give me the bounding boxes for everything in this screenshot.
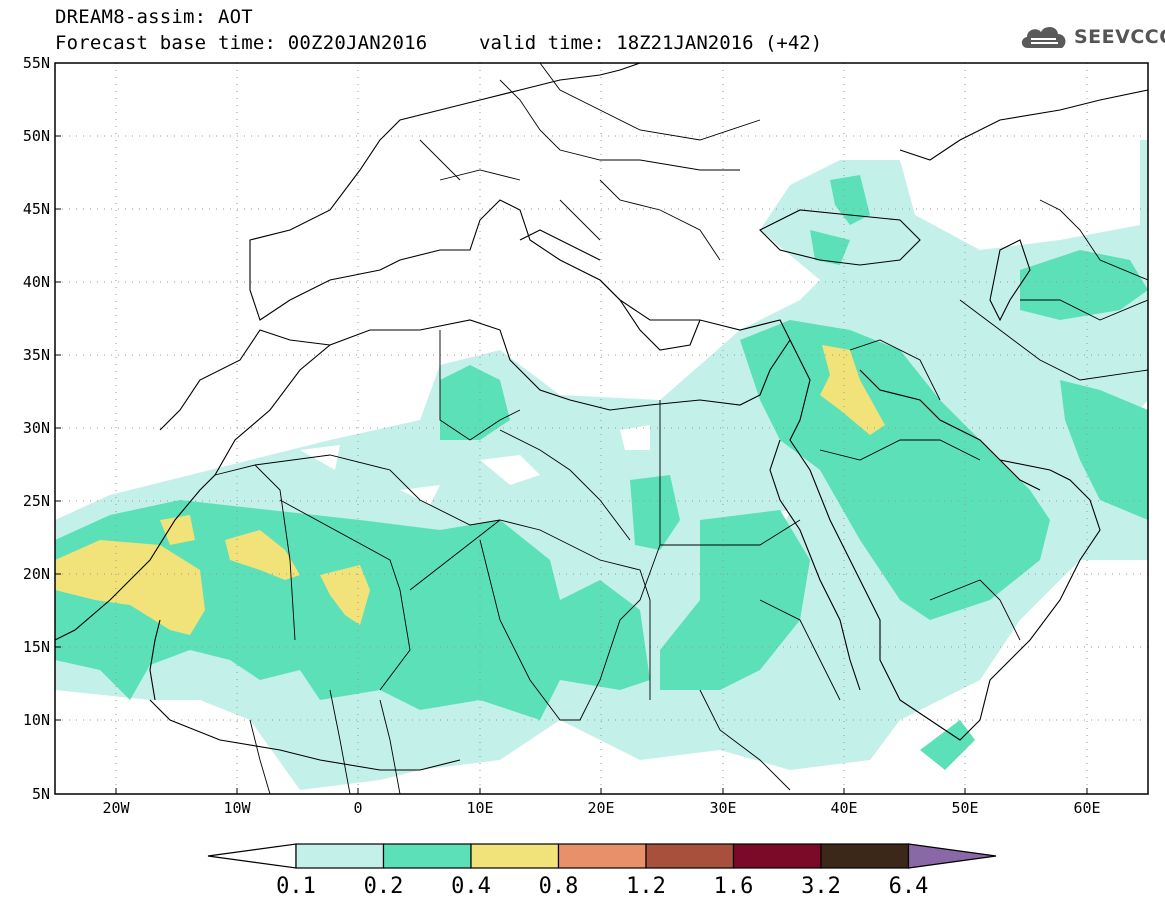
colorbar-label: 0.1 xyxy=(276,874,316,899)
colorbar-swatch xyxy=(295,843,385,869)
valid-time: valid time: 18Z21JAN2016 (+42) xyxy=(479,32,823,54)
lat-label: 45N xyxy=(23,200,50,218)
aot-band-0.2-east-africa xyxy=(920,720,975,770)
aot-band-0.2-caspian xyxy=(1020,250,1148,320)
longitude-labels: 20W 10W 0 10E 20E 30E 40E 50E 60E xyxy=(102,799,1100,817)
coastlines xyxy=(55,63,1148,771)
lon-label: 60E xyxy=(1073,799,1100,817)
colorbar-label: 6.4 xyxy=(889,874,929,899)
aot-band-0.2-tunisia xyxy=(440,365,510,440)
lat-label: 15N xyxy=(23,638,50,656)
lat-label: 25N xyxy=(23,492,50,510)
aot-band-0.2-black-sea-2 xyxy=(810,230,850,265)
colorbar-low-arrow xyxy=(207,843,297,869)
map-title: DREAM8-assim: AOT xyxy=(55,6,253,28)
colorbar-swatch xyxy=(382,843,472,869)
aot-band-0.2-libya xyxy=(630,475,680,550)
lat-label: 5N xyxy=(32,785,50,803)
lon-label: 0 xyxy=(353,799,362,817)
longitude-axis xyxy=(115,788,1088,794)
colorbar-swatch xyxy=(732,843,822,869)
lon-label: 30E xyxy=(709,799,736,817)
lon-label: 20E xyxy=(587,799,614,817)
lon-label: 50E xyxy=(951,799,978,817)
colorbar-label: 0.4 xyxy=(451,874,491,899)
aot-band-0.4-iraq xyxy=(820,345,885,435)
forecast-base-time: Forecast base time: 00Z20JAN2016 xyxy=(55,32,428,54)
latitude-axis xyxy=(55,62,61,795)
latitude-labels: 5N 10N 15N 20N 25N 30N 35N 40N 45N 50N 5… xyxy=(23,54,50,803)
lat-label: 50N xyxy=(23,127,50,145)
lat-label: 55N xyxy=(23,54,50,72)
lon-label: 10W xyxy=(223,799,251,817)
colorbar-label: 1.2 xyxy=(626,874,666,899)
colorbar-high-arrow xyxy=(907,843,997,869)
aot-field xyxy=(55,140,1148,790)
colorbar-label: 0.8 xyxy=(539,874,579,899)
country-borders xyxy=(214,63,1148,794)
lat-label: 40N xyxy=(23,273,50,291)
lon-label: 20W xyxy=(102,799,130,817)
lat-label: 20N xyxy=(23,565,50,583)
colorbar-swatch xyxy=(470,843,560,869)
aot-band-0.4-mauritania xyxy=(160,515,195,545)
aot-band-0.4-senegal xyxy=(55,540,205,635)
colorbar-label: 0.2 xyxy=(364,874,404,899)
colorbar-labels: 0.1 0.2 0.4 0.8 1.2 1.6 3.2 6.4 xyxy=(276,874,928,899)
colorbar-label: 1.6 xyxy=(714,874,754,899)
lat-label: 30N xyxy=(23,419,50,437)
lat-label: 35N xyxy=(23,346,50,364)
colorbar xyxy=(207,843,997,869)
aot-band-0.2-east-edge xyxy=(1060,380,1148,520)
aot-band-0.4-mali xyxy=(225,530,300,580)
colorbar-swatch xyxy=(645,843,735,869)
colorbar-swatch xyxy=(820,843,910,869)
lon-label: 10E xyxy=(466,799,493,817)
aot-band-0.2-central xyxy=(660,510,810,690)
cloud-icon xyxy=(1021,26,1066,48)
graticule xyxy=(55,63,1148,794)
logo-text: SEEVCCC xyxy=(1074,26,1165,48)
colorbar-label: 3.2 xyxy=(801,874,841,899)
aot-band-0.2-black-sea xyxy=(830,175,870,225)
lon-label: 40E xyxy=(830,799,857,817)
lat-label: 10N xyxy=(23,711,50,729)
colorbar-swatch xyxy=(557,843,647,869)
seevccc-logo: SEEVCCC xyxy=(1018,22,1165,52)
aot-band-0.2-east xyxy=(740,320,1050,620)
